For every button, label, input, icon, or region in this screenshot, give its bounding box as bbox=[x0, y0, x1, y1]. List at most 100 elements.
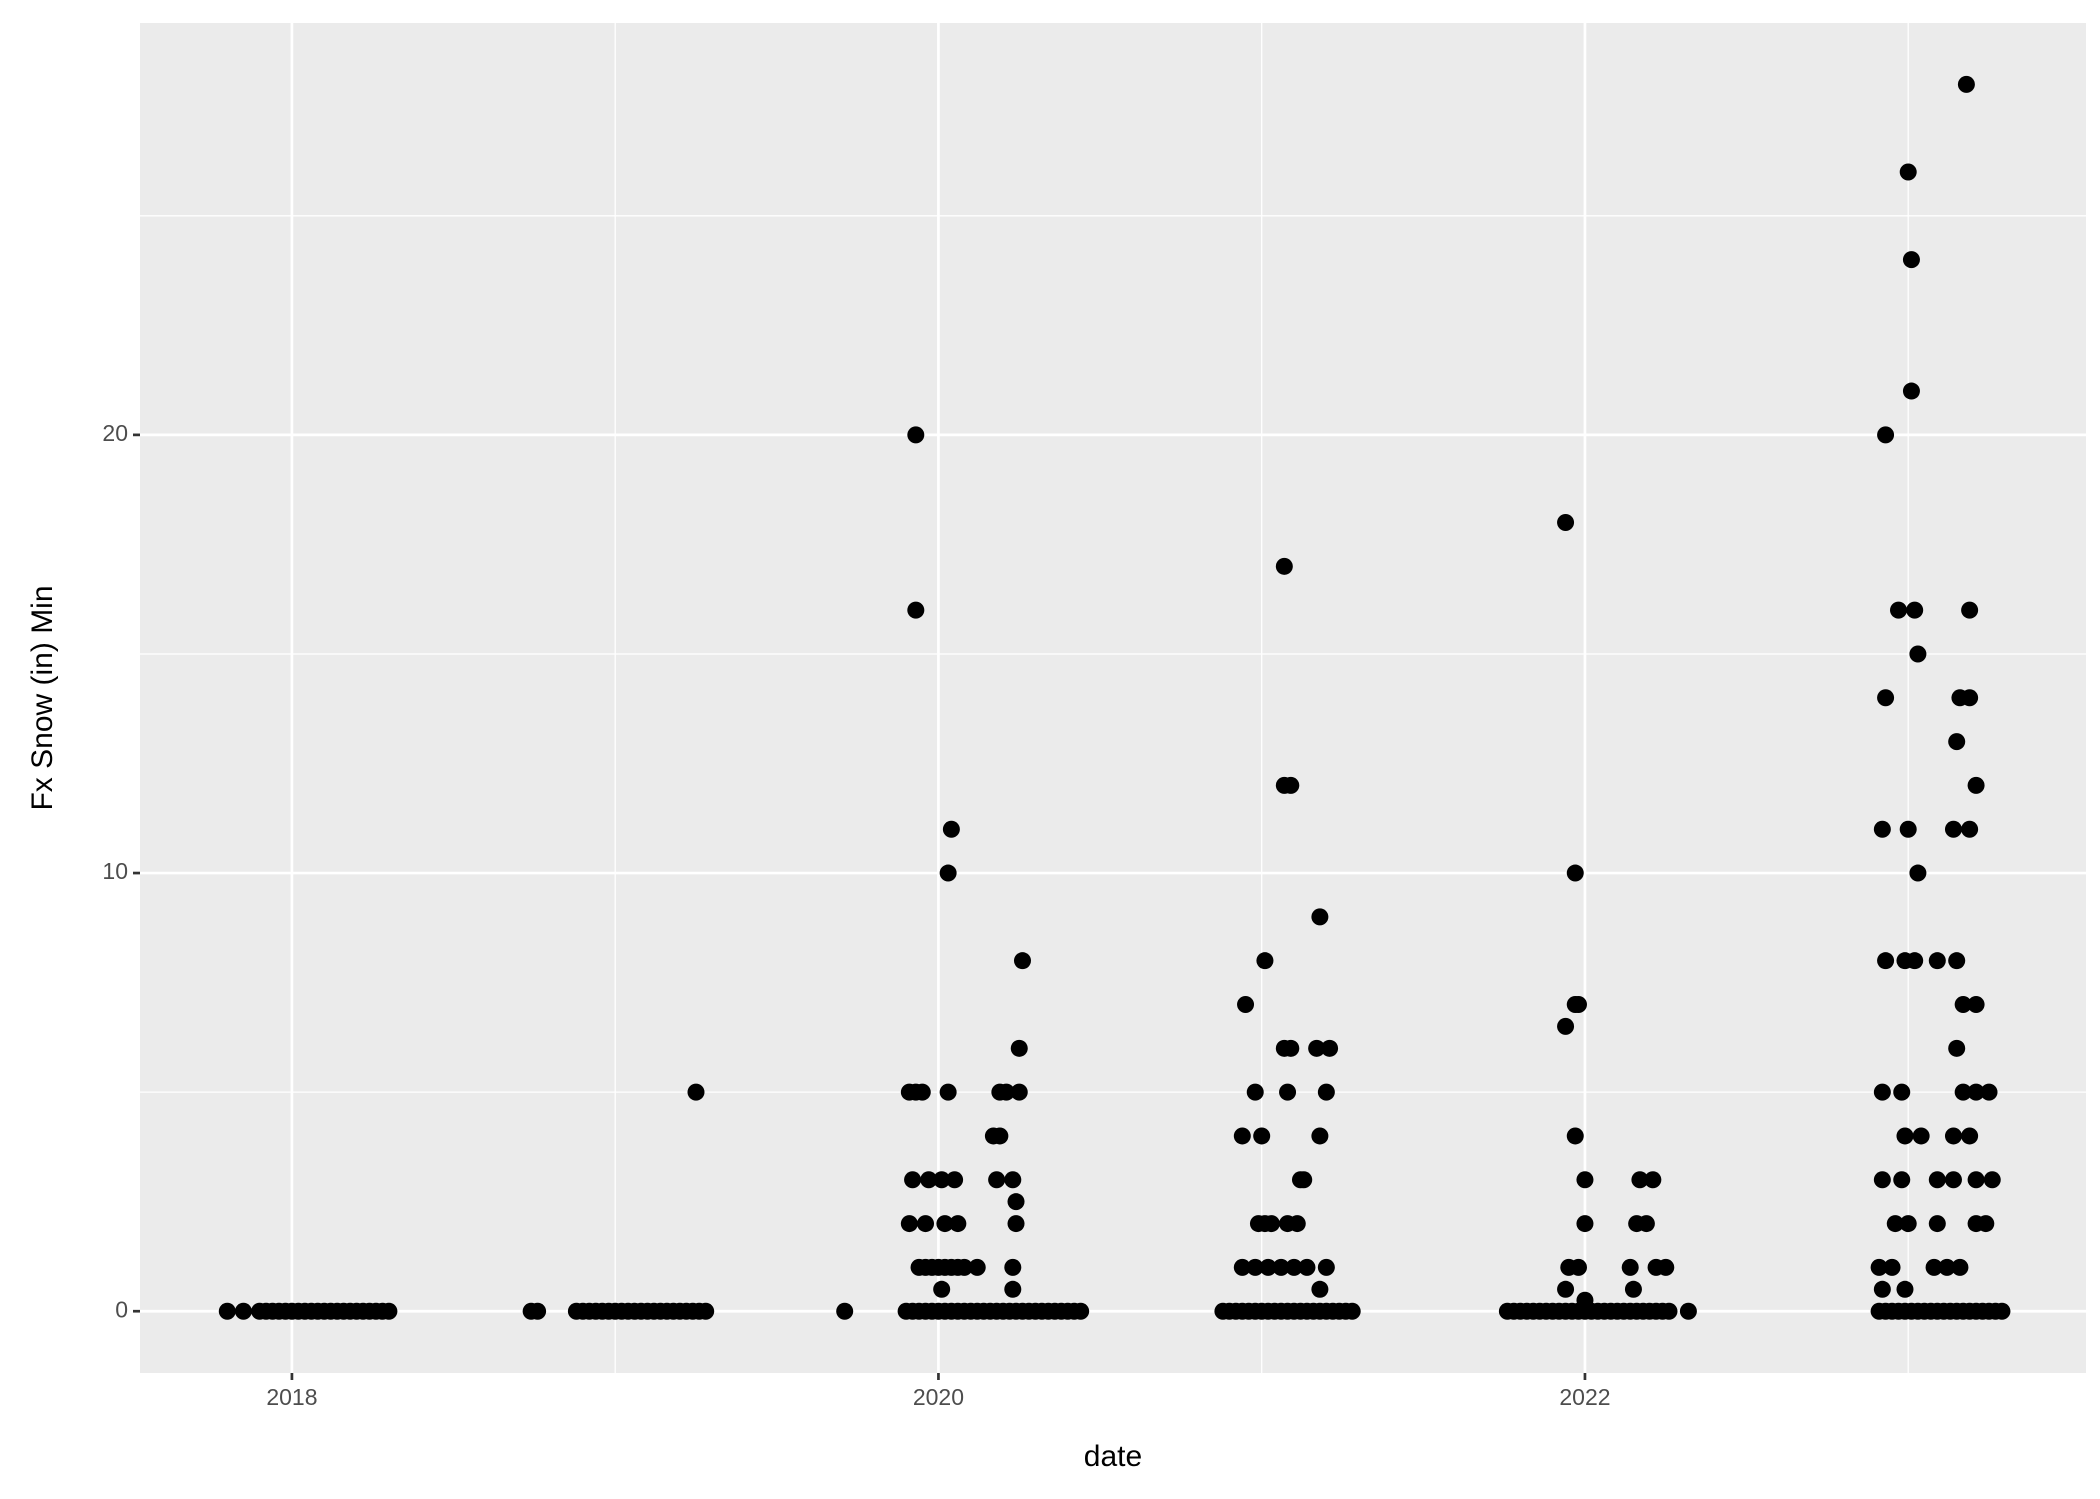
point bbox=[1944, 1171, 1962, 1189]
point bbox=[1013, 952, 1031, 970]
point bbox=[1246, 1258, 1264, 1276]
point bbox=[1321, 1039, 1339, 1057]
point bbox=[1961, 601, 1979, 619]
point bbox=[1993, 1302, 2011, 1320]
grid bbox=[140, 23, 2086, 1373]
point bbox=[1624, 1280, 1642, 1298]
point bbox=[1010, 1083, 1028, 1101]
point bbox=[380, 1302, 398, 1320]
point bbox=[1272, 1258, 1290, 1276]
point bbox=[1957, 75, 1975, 93]
point bbox=[1983, 1171, 2001, 1189]
point bbox=[933, 1280, 951, 1298]
point bbox=[949, 1215, 967, 1233]
point bbox=[1311, 1127, 1329, 1145]
point bbox=[1298, 1258, 1316, 1276]
point bbox=[1954, 1083, 1972, 1101]
point bbox=[946, 1171, 964, 1189]
point bbox=[1644, 1171, 1662, 1189]
point bbox=[1072, 1302, 1090, 1320]
y-tick-label: 20 bbox=[102, 420, 128, 446]
point bbox=[1925, 1258, 1943, 1276]
point bbox=[1233, 1258, 1251, 1276]
point bbox=[988, 1171, 1006, 1189]
point bbox=[1576, 1215, 1594, 1233]
point bbox=[913, 1083, 931, 1101]
point bbox=[1877, 426, 1895, 444]
point bbox=[1275, 557, 1293, 575]
point bbox=[1961, 689, 1979, 707]
point bbox=[917, 1215, 935, 1233]
point bbox=[1576, 1291, 1594, 1309]
y-axis-title: Fx Snow (in) Min bbox=[26, 585, 59, 810]
point bbox=[836, 1302, 854, 1320]
point bbox=[1967, 1171, 1985, 1189]
point bbox=[218, 1302, 236, 1320]
point bbox=[1279, 1083, 1297, 1101]
point bbox=[1576, 1171, 1594, 1189]
point bbox=[1948, 733, 1966, 751]
point bbox=[1007, 1193, 1025, 1211]
point bbox=[1566, 864, 1584, 882]
point bbox=[1902, 382, 1920, 400]
point bbox=[1899, 820, 1917, 838]
point bbox=[1343, 1302, 1361, 1320]
point bbox=[1967, 776, 1985, 794]
point bbox=[1566, 1127, 1584, 1145]
point bbox=[1944, 820, 1962, 838]
point bbox=[933, 1171, 951, 1189]
point bbox=[907, 601, 925, 619]
point bbox=[1282, 1039, 1300, 1057]
point bbox=[1902, 251, 1920, 269]
point bbox=[1246, 1083, 1264, 1101]
x-tick-label: 2020 bbox=[913, 1384, 964, 1410]
x-axis-title: date bbox=[1084, 1440, 1142, 1473]
point bbox=[1657, 1258, 1675, 1276]
point bbox=[1311, 908, 1329, 926]
point bbox=[1631, 1171, 1649, 1189]
point bbox=[1557, 1017, 1575, 1035]
point bbox=[1295, 1171, 1313, 1189]
x-tick-label: 2018 bbox=[266, 1384, 317, 1410]
point bbox=[1317, 1258, 1335, 1276]
point bbox=[1899, 163, 1917, 181]
point bbox=[1912, 1127, 1930, 1145]
point bbox=[1282, 776, 1300, 794]
point bbox=[1890, 601, 1908, 619]
point bbox=[1893, 1083, 1911, 1101]
point bbox=[1928, 952, 1946, 970]
point bbox=[1938, 1258, 1956, 1276]
point bbox=[1877, 689, 1895, 707]
point bbox=[1259, 1258, 1277, 1276]
panel-background bbox=[140, 23, 2086, 1373]
point bbox=[920, 1171, 938, 1189]
point bbox=[1877, 952, 1895, 970]
point bbox=[1980, 1083, 1998, 1101]
point bbox=[1873, 820, 1891, 838]
point bbox=[1004, 1280, 1022, 1298]
point bbox=[1262, 1215, 1280, 1233]
point bbox=[529, 1302, 547, 1320]
point bbox=[904, 1171, 922, 1189]
point bbox=[1569, 995, 1587, 1013]
point bbox=[991, 1127, 1009, 1145]
point bbox=[1896, 1127, 1914, 1145]
point bbox=[234, 1302, 252, 1320]
point bbox=[1256, 952, 1274, 970]
point bbox=[1873, 1280, 1891, 1298]
point bbox=[1007, 1215, 1025, 1233]
point bbox=[1928, 1215, 1946, 1233]
point bbox=[939, 1083, 957, 1101]
point bbox=[1317, 1083, 1335, 1101]
point bbox=[955, 1258, 973, 1276]
point bbox=[968, 1258, 986, 1276]
point bbox=[942, 820, 960, 838]
point bbox=[939, 864, 957, 882]
point bbox=[1621, 1258, 1639, 1276]
point bbox=[1977, 1215, 1995, 1233]
point bbox=[1893, 1171, 1911, 1189]
point bbox=[1961, 1127, 1979, 1145]
axes: 2018 2020 2022 0 10 20 bbox=[102, 420, 1610, 1410]
point bbox=[907, 426, 925, 444]
point bbox=[1660, 1302, 1678, 1320]
